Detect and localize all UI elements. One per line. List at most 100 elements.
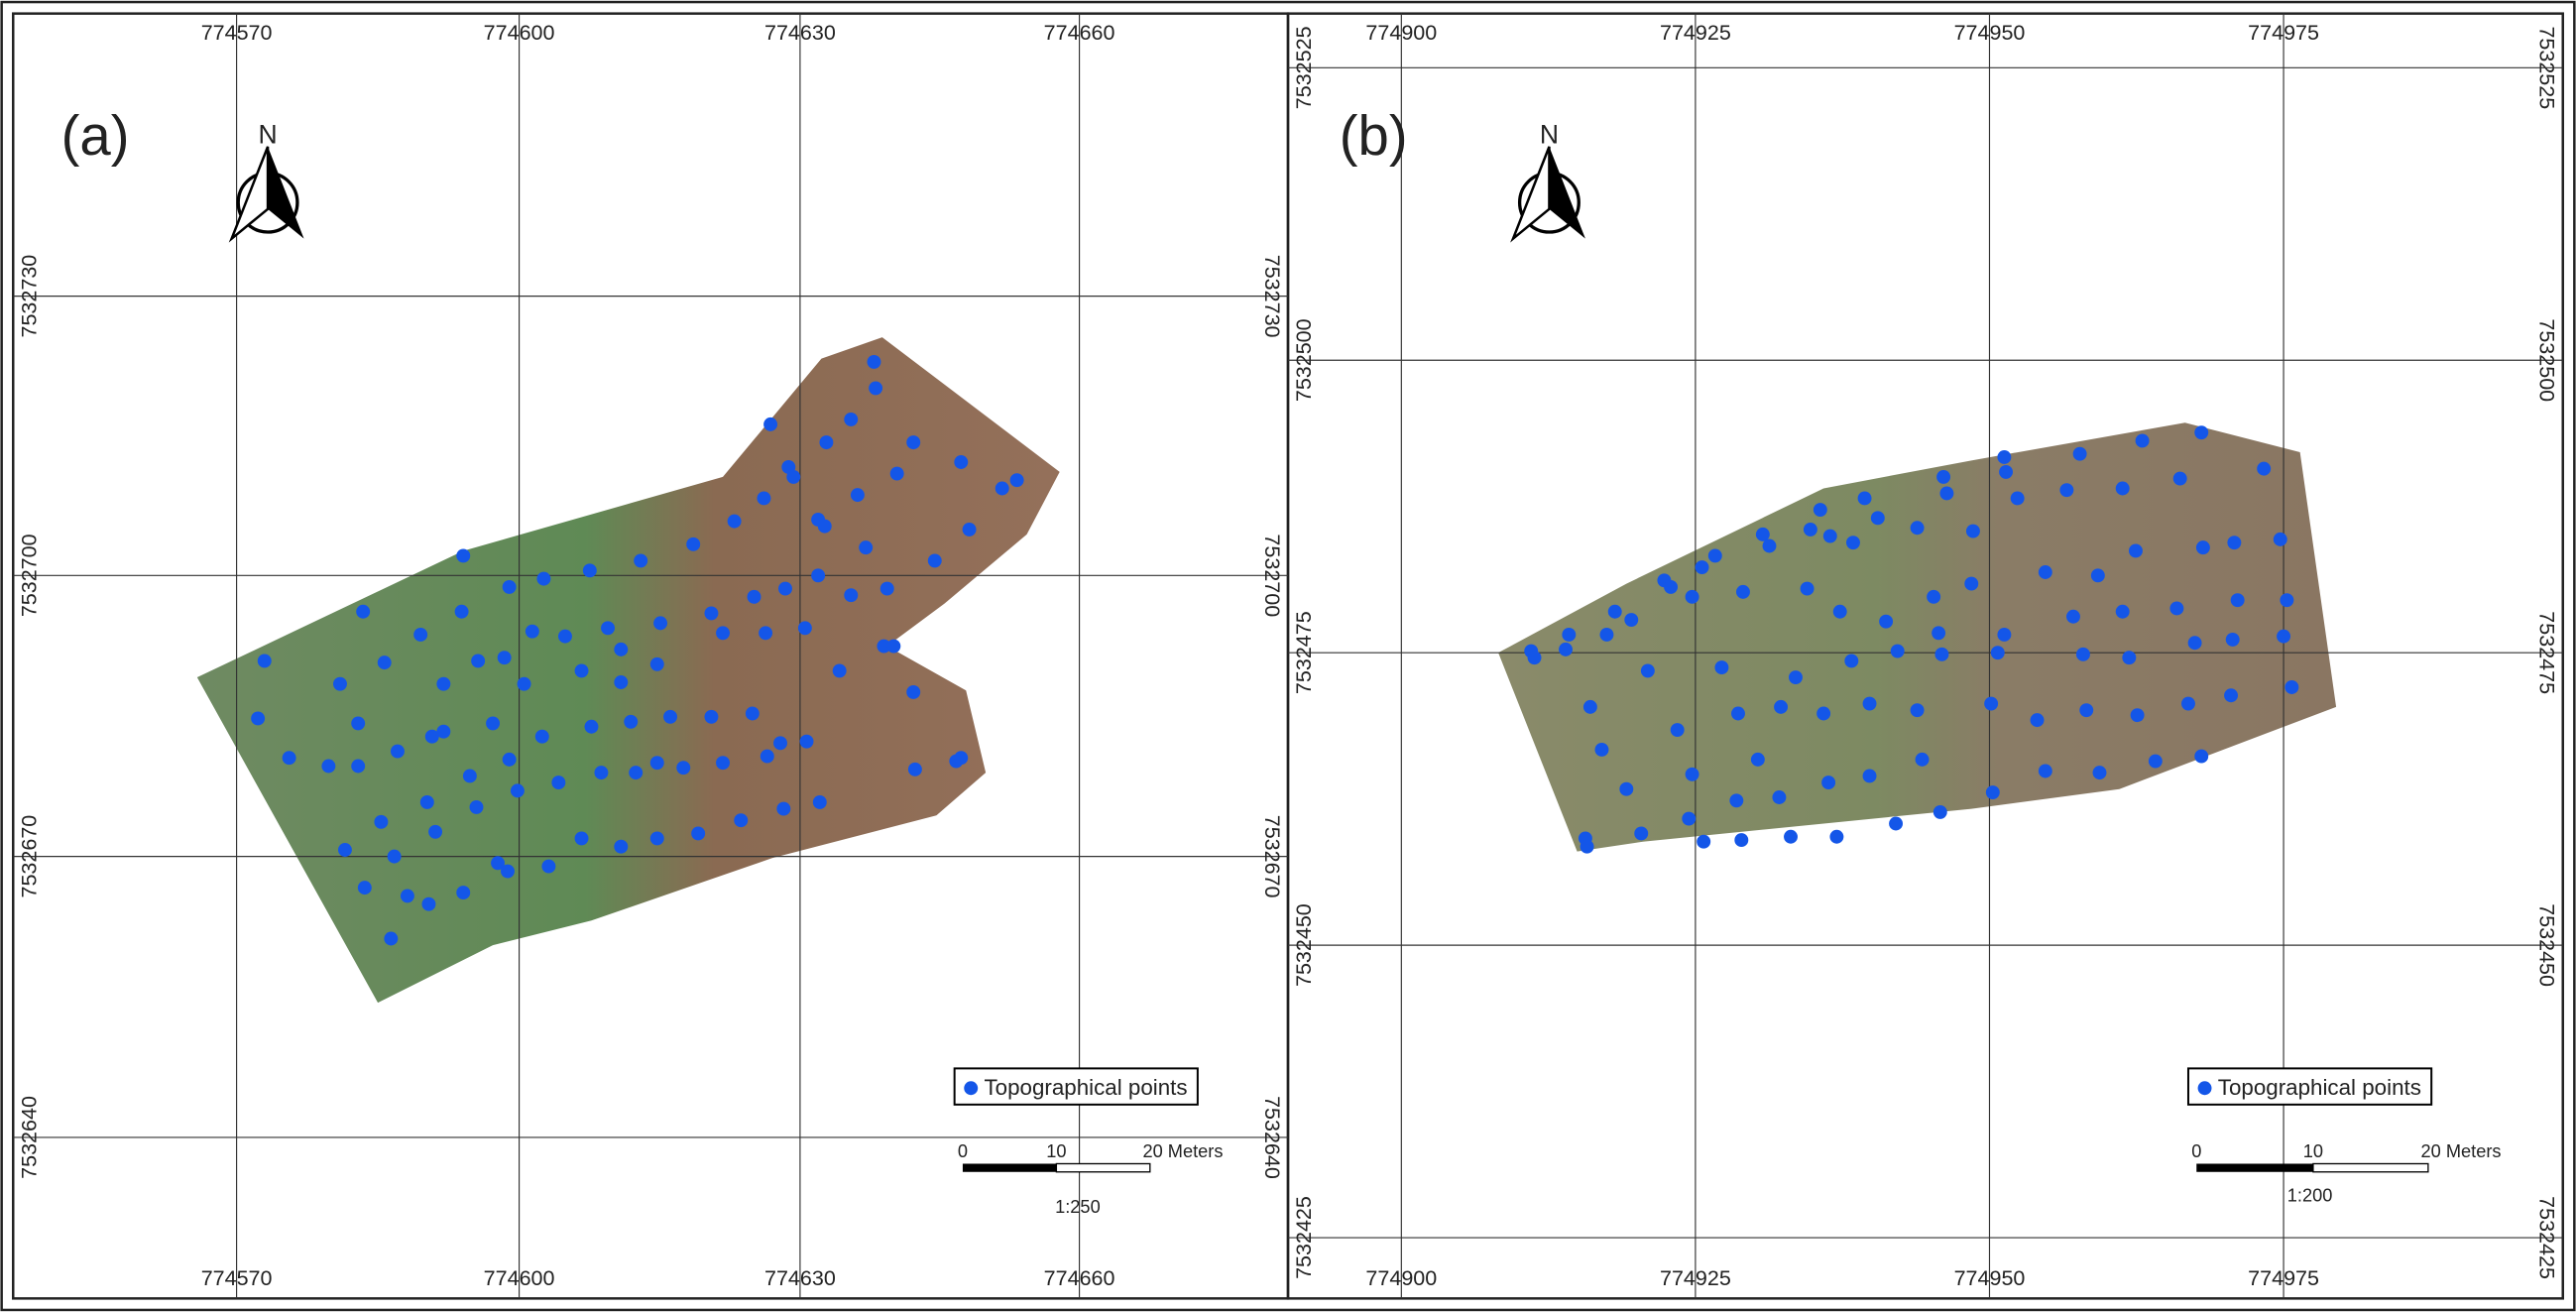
topographical-point — [2010, 491, 2025, 506]
topographical-point — [629, 766, 644, 780]
topographical-point — [844, 412, 859, 426]
topographical-point — [351, 716, 366, 731]
topographical-point — [927, 553, 942, 568]
topographical-point — [2066, 609, 2080, 624]
topographical-point — [1927, 589, 1941, 604]
topographical-point — [419, 795, 434, 809]
topographical-point — [1846, 536, 1860, 550]
topographical-point — [2280, 593, 2294, 608]
topographical-point — [663, 709, 677, 724]
topographical-point — [1997, 450, 2012, 464]
topographical-point — [2135, 433, 2150, 448]
topographical-point — [624, 714, 639, 729]
legend-label: Topographical points — [2218, 1075, 2421, 1100]
topographical-point — [760, 749, 774, 764]
topographical-point — [817, 519, 832, 534]
y-coord-label: 7532670 — [1260, 815, 1284, 898]
north-arrow-half — [228, 146, 270, 243]
topographical-point — [954, 751, 969, 766]
topographical-point — [2030, 713, 2045, 728]
topographical-point — [1800, 581, 1815, 596]
scale-bar-label: 0 — [958, 1141, 968, 1161]
topographical-point — [2169, 601, 2184, 616]
topographical-point — [424, 729, 439, 744]
topographical-point — [2257, 461, 2272, 476]
topographical-point — [1821, 775, 1836, 790]
topographical-point — [1772, 790, 1787, 804]
topographical-point — [1634, 826, 1649, 841]
topographical-point — [1559, 642, 1573, 656]
topographical-point — [954, 455, 969, 469]
topographical-point — [536, 571, 551, 586]
scale-bar-light — [1055, 1162, 1151, 1173]
topographical-point — [1619, 781, 1634, 796]
topographical-point — [257, 654, 272, 668]
topographical-point — [649, 756, 664, 771]
topographical-point — [391, 744, 405, 759]
topographical-point — [356, 604, 371, 619]
topographical-point — [1932, 804, 1947, 819]
topographical-point — [2227, 536, 2242, 550]
topographical-point — [1939, 486, 1954, 501]
topographical-point — [1997, 628, 2012, 642]
x-coord-label: 774925 — [1660, 1266, 1731, 1290]
topographical-point — [584, 719, 599, 734]
topographical-point — [2115, 481, 2130, 496]
topographical-point — [2059, 483, 2074, 498]
topographical-point — [1762, 538, 1777, 553]
topographical-point — [2273, 532, 2287, 546]
topographical-point — [413, 628, 428, 642]
x-coord-label: 774600 — [484, 1266, 555, 1290]
legend-box — [953, 1067, 1199, 1106]
topographical-point — [886, 639, 901, 654]
topographical-point — [1664, 579, 1679, 594]
topographical-point — [811, 568, 826, 583]
topographical-point — [456, 886, 471, 900]
topographical-point — [745, 706, 760, 721]
scale-bar-label: 10 — [1046, 1141, 1066, 1161]
topographical-point — [502, 579, 517, 594]
x-coord-label: 774925 — [1660, 21, 1731, 45]
topographical-point — [421, 896, 436, 911]
x-coord-label: 774900 — [1365, 1266, 1437, 1290]
topographical-point — [502, 752, 517, 767]
y-coord-label: 7532475 — [1292, 611, 1316, 694]
topographical-point — [1822, 529, 1837, 543]
topographical-point — [1009, 473, 1024, 488]
topographical-point — [778, 581, 792, 596]
x-coord-label: 774660 — [1044, 21, 1115, 45]
topographical-point — [1857, 491, 1872, 506]
topographical-point — [906, 435, 921, 450]
y-coord-label: 7532425 — [2535, 1196, 2559, 1279]
topographical-point — [357, 881, 372, 895]
y-coord-label: 7532525 — [2535, 26, 2559, 109]
y-coord-label: 7532450 — [1292, 903, 1316, 987]
panel-frame — [1286, 12, 2564, 1300]
topographical-point — [1932, 626, 1946, 641]
topographical-point — [491, 856, 505, 871]
scale-bar-label: 20 Meters — [2421, 1141, 2502, 1161]
topographical-point — [1862, 769, 1877, 783]
topographical-point — [517, 676, 531, 691]
topographical-point — [541, 859, 556, 874]
topographical-point — [962, 522, 977, 537]
topographical-point — [351, 759, 366, 774]
topographical-point — [1999, 464, 2014, 479]
topographical-point — [1915, 752, 1930, 767]
topographical-point — [776, 801, 791, 816]
topographical-point — [799, 734, 814, 749]
topographical-point — [2090, 568, 2105, 583]
topographical-point — [1889, 816, 1904, 831]
scale-ratio: 1:200 — [2287, 1186, 2333, 1206]
topographical-point — [1734, 833, 1749, 848]
topographical-point — [574, 831, 589, 846]
legend-symbol — [964, 1081, 979, 1096]
topographical-point — [436, 676, 451, 691]
topographical-point — [1527, 651, 1542, 665]
topographical-point — [2072, 446, 2087, 461]
topographical-point — [534, 729, 549, 744]
topographical-point — [454, 604, 469, 619]
topographical-point — [844, 588, 859, 603]
